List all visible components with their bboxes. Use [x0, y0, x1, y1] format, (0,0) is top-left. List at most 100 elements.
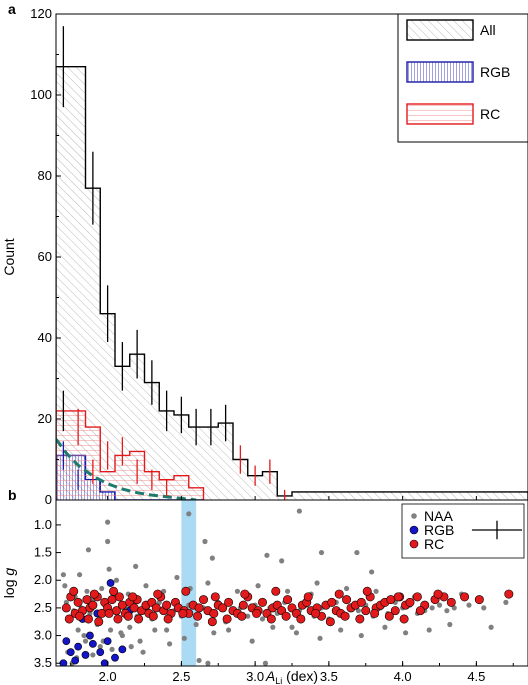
point-naa [429, 605, 435, 611]
point-naa [113, 577, 120, 583]
point-rc [384, 611, 394, 621]
point-naa [447, 621, 453, 628]
point-rc [82, 595, 92, 605]
legend-label-rgb: RGB [480, 64, 510, 80]
point-naa [225, 627, 232, 633]
point-naa [82, 638, 89, 644]
panel-a-fit-curve [56, 438, 197, 500]
hist-bar-rc [174, 475, 189, 500]
point-naa [161, 588, 167, 594]
point-rc [257, 597, 267, 607]
histogram-all [56, 65, 528, 500]
point-rc [327, 597, 337, 607]
point-naa [186, 511, 192, 517]
point-naa [77, 572, 83, 578]
hist-bar-all [513, 491, 528, 500]
point-rc [252, 608, 262, 618]
point-naa [164, 627, 170, 633]
point-naa [466, 602, 472, 608]
point-naa [133, 563, 139, 570]
hist-bar-all [336, 491, 351, 500]
point-rc [370, 608, 380, 618]
point-rc [64, 614, 74, 624]
point-naa [97, 644, 103, 650]
panel-b-y-label: log g [1, 568, 17, 599]
point-naa [296, 508, 302, 514]
point-rgb [118, 645, 127, 654]
hist-bar-all [454, 491, 469, 500]
point-rgb [103, 637, 112, 645]
point-rc [412, 592, 422, 602]
point-rc [303, 592, 313, 602]
point-rc [237, 611, 247, 621]
panel-label-b: b [8, 487, 17, 503]
point-rgb [96, 648, 105, 657]
point-naa [262, 660, 269, 666]
point-rc [334, 589, 344, 599]
point-naa [181, 635, 187, 641]
point-rgb [66, 648, 75, 657]
hist-bar-all [469, 491, 484, 500]
point-naa [358, 632, 364, 639]
point-rc [271, 586, 281, 596]
point-naa [249, 638, 255, 644]
point-rc [88, 600, 98, 610]
point-naa [354, 549, 360, 556]
point-rc [240, 589, 250, 599]
point-naa [109, 646, 115, 653]
y-tick-label: 60 [38, 249, 52, 264]
point-rgb [100, 659, 109, 666]
point-rc [194, 603, 204, 613]
point-naa [202, 538, 208, 545]
point-naa [85, 547, 92, 553]
legend-swatch-rc [406, 103, 474, 125]
x-tick-label: 2.0 [99, 669, 117, 684]
x-tick-label: 4.5 [467, 669, 485, 684]
hist-bar-rc [100, 471, 115, 500]
point-naa [255, 583, 261, 589]
y-tick-label: 120 [30, 6, 52, 21]
hist-bar-all [188, 427, 204, 500]
y-tick-label: 20 [38, 411, 52, 426]
point-rgb [62, 637, 71, 645]
point-rc [123, 611, 133, 621]
point-naa [284, 588, 291, 594]
hist-bar-all [70, 66, 86, 500]
hist-bar-all [233, 459, 248, 500]
point-naa [289, 624, 295, 630]
panel-a-legend: All RGB RC [397, 13, 528, 143]
panel-b-legend-box [401, 503, 525, 559]
hist-bar-all [56, 66, 71, 500]
y-tick-label: 3.0 [34, 628, 52, 643]
point-naa [488, 624, 494, 630]
point-rc [433, 589, 443, 599]
point-rc [311, 608, 321, 618]
point-naa [143, 583, 149, 589]
hist-bar-all [498, 491, 514, 500]
hist-bar-all [365, 491, 381, 500]
point-naa [444, 608, 450, 614]
hist-bar-all [439, 491, 455, 500]
point-rgb [71, 656, 80, 665]
hist-bar-all [395, 491, 410, 500]
point-naa [436, 602, 443, 608]
hist-bar-all [218, 423, 233, 500]
point-rc [181, 586, 191, 596]
panel-b-shaded-band [181, 500, 197, 666]
point-rc [355, 614, 365, 624]
point-rc [361, 606, 371, 616]
panel-b-scatter [59, 508, 514, 666]
point-rc [209, 608, 219, 618]
hist-bar-all [321, 491, 337, 500]
point-rc [114, 592, 124, 602]
point-rc [75, 611, 85, 621]
panel-b-x-axis: 2.0 2.5 3.0 3.5 4.0 4.5 [70, 496, 514, 684]
point-rgb [74, 642, 83, 651]
point-naa [60, 572, 66, 578]
point-rc [390, 606, 400, 616]
point-rc [393, 592, 403, 602]
point-rc [342, 595, 352, 605]
point-rgb [106, 579, 115, 587]
point-rc [266, 614, 276, 624]
point-rc [283, 595, 293, 605]
